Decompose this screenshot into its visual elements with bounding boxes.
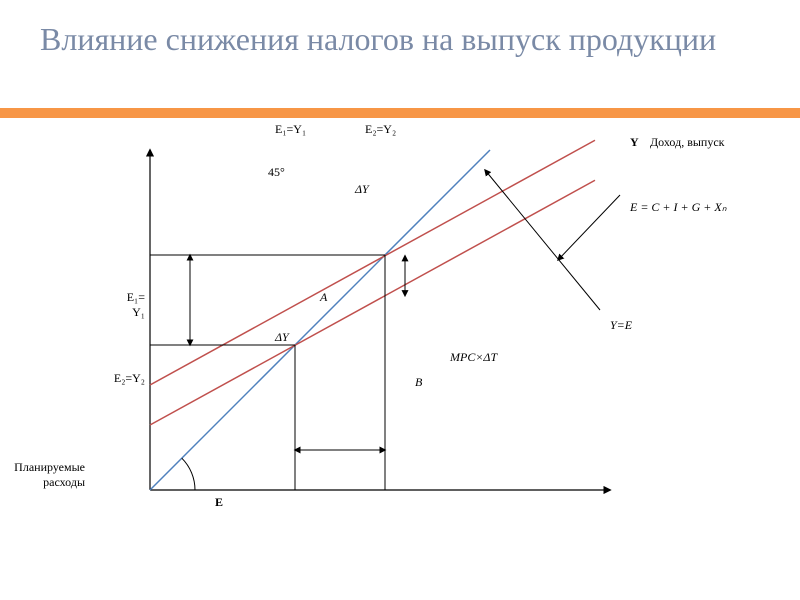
x-axis-y-label: Y bbox=[630, 135, 639, 150]
accent-bar bbox=[0, 108, 800, 118]
e1y1-y-label: E₁=Y₁ bbox=[127, 290, 145, 320]
delta-y-vert-label: ΔY bbox=[275, 330, 289, 345]
point-a-label: A bbox=[320, 290, 327, 305]
equation-label: E = C + I + G + Xₙ bbox=[630, 200, 727, 215]
angle-45-label: 45° bbox=[268, 165, 285, 180]
e2y2-x-label: E₂=Y₂ bbox=[365, 122, 396, 137]
y-axis-top-label: E bbox=[215, 495, 223, 510]
slide: Влияние снижения налогов на выпуск проду… bbox=[0, 0, 800, 600]
slide-title: Влияние снижения налогов на выпуск проду… bbox=[40, 20, 760, 58]
point-b-label: B bbox=[415, 375, 422, 390]
e1y1-x-label: E₁=Y₁ bbox=[275, 122, 306, 137]
chart-svg bbox=[80, 130, 720, 560]
y-equals-e-label: Y=E bbox=[610, 318, 632, 333]
keynesian-cross-chart bbox=[80, 130, 720, 560]
delta-y-horiz-label: ΔY bbox=[355, 182, 369, 197]
e2y2-y-label: E₂=Y₂ bbox=[114, 371, 145, 386]
mpc-dt-label: MPC×ΔT bbox=[450, 350, 497, 365]
planned-expenditure-label: Планируемыерасходы bbox=[14, 460, 85, 490]
income-output-label: Доход, выпуск bbox=[650, 135, 725, 150]
